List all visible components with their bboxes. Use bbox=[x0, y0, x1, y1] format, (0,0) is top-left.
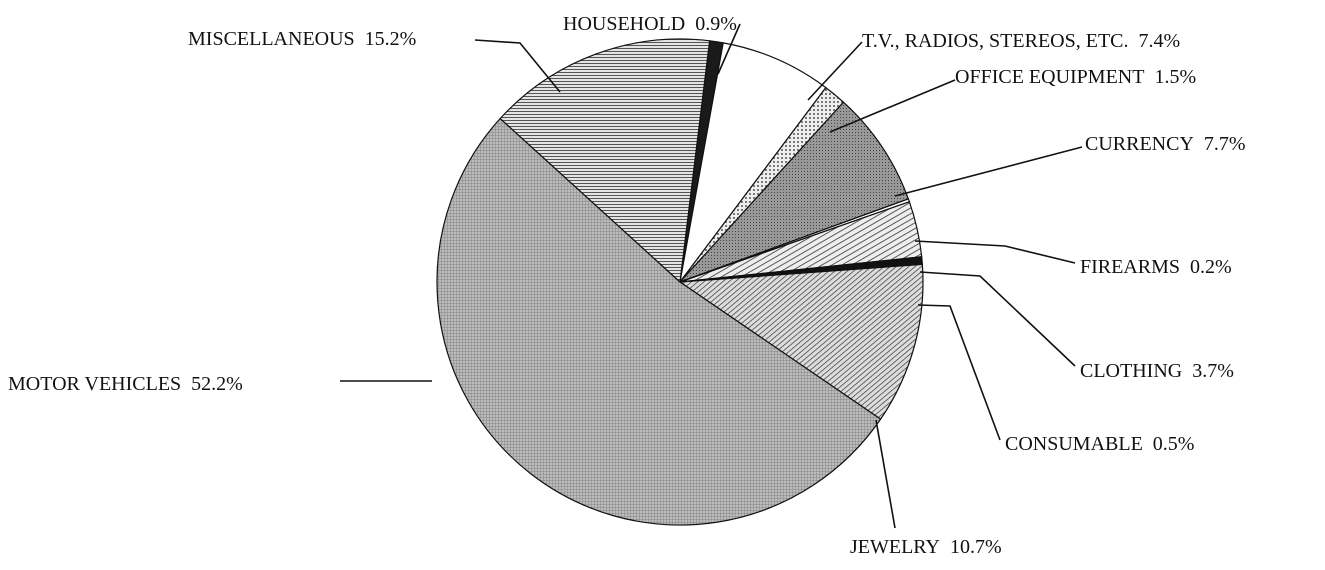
slice-label: HOUSEHOLD 0.9% bbox=[563, 13, 737, 35]
category-label: T.V., RADIOS, STEREOS, ETC. bbox=[862, 30, 1129, 52]
pie-slice bbox=[679, 101, 910, 283]
pie-slice bbox=[499, 38, 711, 284]
leader-line bbox=[894, 146, 1083, 197]
leader-line bbox=[829, 79, 956, 133]
category-label: MISCELLANEOUS bbox=[188, 28, 355, 50]
leader-line bbox=[917, 304, 1001, 441]
leader-line bbox=[914, 240, 1076, 264]
leader-line bbox=[919, 271, 1076, 367]
leader-line bbox=[717, 23, 741, 75]
slice-label: MISCELLANEOUS 15.2% bbox=[188, 28, 416, 50]
value-label: 0.9% bbox=[695, 13, 737, 35]
value-label: 7.4% bbox=[1139, 30, 1181, 52]
category-label: CURRENCY bbox=[1085, 133, 1194, 155]
leader-line bbox=[807, 41, 863, 101]
category-label: MOTOR VEHICLES bbox=[8, 373, 181, 395]
leader-line bbox=[875, 419, 896, 529]
value-label: 52.2% bbox=[191, 373, 243, 395]
value-label: 15.2% bbox=[365, 28, 417, 50]
pie-slice bbox=[679, 42, 827, 283]
value-label: 0.5% bbox=[1153, 433, 1195, 455]
value-label: 1.5% bbox=[1154, 66, 1196, 88]
category-label: HOUSEHOLD bbox=[563, 13, 685, 35]
slice-label: CONSUMABLE 0.5% bbox=[1005, 433, 1194, 455]
slice-label: JEWELRY 10.7% bbox=[850, 536, 1002, 558]
value-label: 0.2% bbox=[1190, 256, 1232, 278]
slice-label: FIREARMS 0.2% bbox=[1080, 256, 1232, 278]
pie-slice bbox=[436, 117, 882, 526]
category-label: OFFICE EQUIPMENT bbox=[955, 66, 1144, 88]
category-label: JEWELRY bbox=[850, 536, 940, 558]
slice-label: T.V., RADIOS, STEREOS, ETC. 7.4% bbox=[862, 30, 1180, 52]
slice-label: OFFICE EQUIPMENT 1.5% bbox=[955, 66, 1196, 88]
category-label: CONSUMABLE bbox=[1005, 433, 1143, 455]
value-label: 10.7% bbox=[950, 536, 1002, 558]
leader-line bbox=[474, 39, 561, 93]
category-label: FIREARMS bbox=[1080, 256, 1180, 278]
value-label: 7.7% bbox=[1204, 133, 1246, 155]
slice-label: CLOTHING 3.7% bbox=[1080, 360, 1234, 382]
category-label: CLOTHING bbox=[1080, 360, 1182, 382]
pie-slice bbox=[678, 263, 924, 420]
slice-label: CURRENCY 7.7% bbox=[1085, 133, 1246, 155]
value-label: 3.7% bbox=[1192, 360, 1234, 382]
slice-label: MOTOR VEHICLES 52.2% bbox=[8, 373, 243, 395]
